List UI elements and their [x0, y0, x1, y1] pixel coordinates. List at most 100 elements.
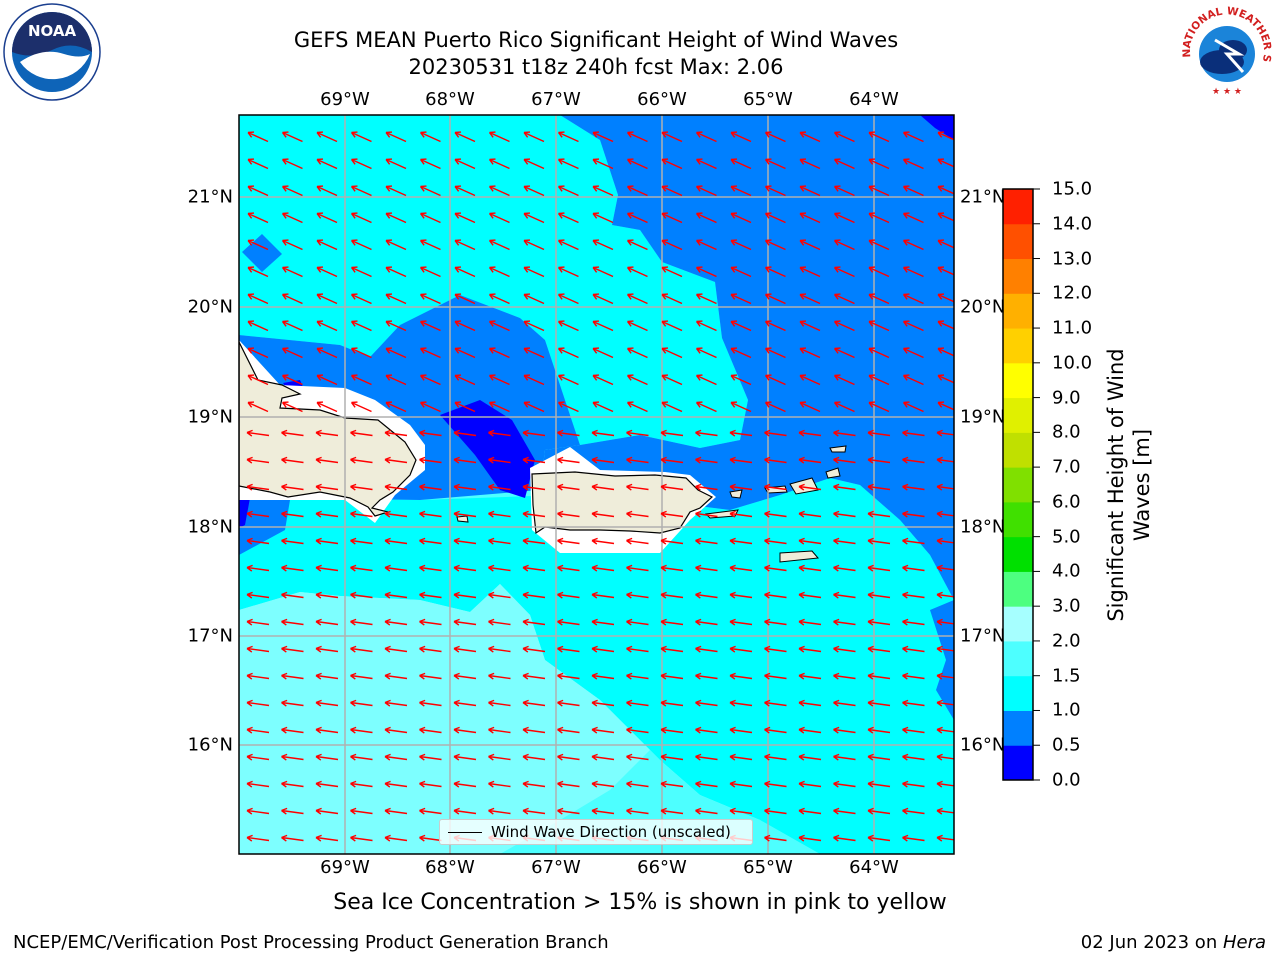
wave-direction-arrow [384, 618, 408, 626]
colorbar-swatch [1003, 432, 1033, 468]
wave-direction-arrow [868, 401, 890, 413]
wave-direction-arrow [316, 212, 338, 224]
svg-text:NOAA: NOAA [28, 22, 77, 40]
wave-direction-arrow [729, 483, 753, 491]
wave-direction-arrow [557, 510, 580, 518]
colorbar-tick-label: 8.0 [1052, 421, 1081, 443]
wave-direction-arrow [937, 131, 954, 141]
lat-label-left: 17°N [187, 625, 233, 647]
wave-direction-arrow [626, 672, 649, 680]
wave-direction-arrow [799, 320, 821, 332]
wave-direction-arrow [661, 347, 683, 359]
wave-direction-arrow [626, 699, 649, 707]
wave-direction-arrow [660, 699, 684, 707]
wave-direction-arrow [833, 699, 856, 707]
wave-direction-arrow [695, 266, 717, 278]
wave-direction-arrow [626, 564, 649, 572]
colorbar-swatch [1003, 501, 1033, 538]
wave-direction-arrow [833, 753, 856, 761]
wave-direction-arrow [281, 347, 303, 359]
wave-direction-arrow [385, 293, 407, 305]
wave-direction-arrow [488, 645, 511, 653]
wave-direction-arrow [316, 320, 338, 332]
wave-direction-arrow [902, 212, 924, 224]
wave-direction-arrow [350, 780, 373, 788]
colorbar-tick-label: 1.5 [1052, 665, 1081, 687]
colorbar-swatch [1003, 745, 1033, 781]
lon-label-bottom: 65°W [743, 857, 793, 878]
wave-direction-arrow [660, 618, 684, 626]
wave-direction-arrow [384, 537, 408, 545]
colorbar-swatch [1003, 293, 1033, 329]
wave-direction-arrow [246, 726, 270, 734]
wave-direction-arrow [867, 699, 891, 707]
wave-direction-arrow [591, 672, 615, 680]
wave-direction-arrow [592, 347, 614, 359]
wave-direction-arrow [798, 510, 822, 518]
wave-direction-arrow [902, 645, 925, 653]
wave-direction-arrow [488, 158, 510, 170]
wave-direction-arrow [798, 753, 822, 761]
wave-direction-arrow [867, 429, 891, 437]
wave-direction-arrow [247, 185, 269, 197]
wave-direction-arrow [281, 699, 304, 707]
wave-direction-arrow [385, 212, 407, 224]
wave-direction-arrow [246, 483, 270, 491]
wave-direction-arrow [384, 591, 408, 599]
wave-direction-arrow [936, 807, 954, 815]
wave-direction-arrow [247, 374, 269, 386]
colorbar-tick-label: 3.0 [1052, 595, 1081, 617]
wave-direction-arrow [350, 834, 373, 842]
wave-direction-arrow [384, 780, 408, 788]
wave-direction-arrow [626, 212, 648, 224]
wave-direction-arrow [902, 185, 924, 197]
wave-direction-arrow [660, 429, 684, 437]
wave-direction-arrow [798, 429, 822, 437]
colorbar-swatch [1003, 606, 1033, 642]
wave-direction-arrow [557, 699, 580, 707]
lon-label-bottom: 69°W [320, 857, 370, 878]
wave-direction-arrow [729, 645, 753, 653]
wave-direction-arrow [902, 429, 925, 437]
wave-direction-arrow [316, 293, 338, 305]
wave-direction-arrow [937, 212, 954, 222]
wave-direction-arrow [867, 537, 891, 545]
wave-direction-arrow [316, 185, 338, 197]
wave-direction-arrow [729, 753, 753, 761]
wave-direction-arrow [592, 158, 614, 170]
wave-direction-arrow [867, 780, 891, 788]
wave-direction-arrow [316, 158, 338, 170]
wave-direction-arrow [488, 753, 511, 761]
wave-direction-arrow [419, 212, 441, 224]
wave-direction-arrow [419, 374, 441, 386]
generation-date: 02 Jun 2023 on Hera [1081, 932, 1266, 953]
wave-direction-arrow [833, 834, 856, 842]
wave-direction-arrow [557, 320, 579, 332]
wave-direction-arrow [798, 537, 822, 545]
wave-direction-arrow [454, 131, 476, 143]
wave-direction-arrow [488, 483, 511, 491]
wave-direction-arrow [592, 293, 614, 305]
wave-direction-arrow [488, 401, 510, 413]
wave-direction-arrow [557, 212, 579, 224]
wave-direction-arrow [350, 753, 373, 761]
wave-direction-arrow [454, 401, 476, 413]
wave-direction-arrow [281, 320, 303, 332]
wave-direction-arrow [557, 591, 580, 599]
wave-direction-arrow [695, 239, 717, 251]
wave-direction-arrow [867, 753, 891, 761]
wave-direction-arrow [626, 347, 648, 359]
wave-direction-arrow [557, 374, 579, 386]
wave-direction-arrow [419, 185, 441, 197]
wave-direction-arrow [522, 645, 546, 653]
wave-direction-arrow [384, 834, 408, 842]
wave-direction-arrow [867, 834, 891, 842]
wave-direction-arrow [833, 320, 855, 332]
wave-direction-arrow [936, 510, 954, 518]
date-text: 02 Jun 2023 on [1080, 932, 1223, 953]
wave-direction-arrow [626, 456, 649, 464]
wave-direction-arrow [522, 591, 546, 599]
lat-label-right: 18°N [960, 516, 1006, 538]
wave-direction-arrow [247, 131, 269, 143]
wave-direction-arrow [936, 483, 954, 491]
